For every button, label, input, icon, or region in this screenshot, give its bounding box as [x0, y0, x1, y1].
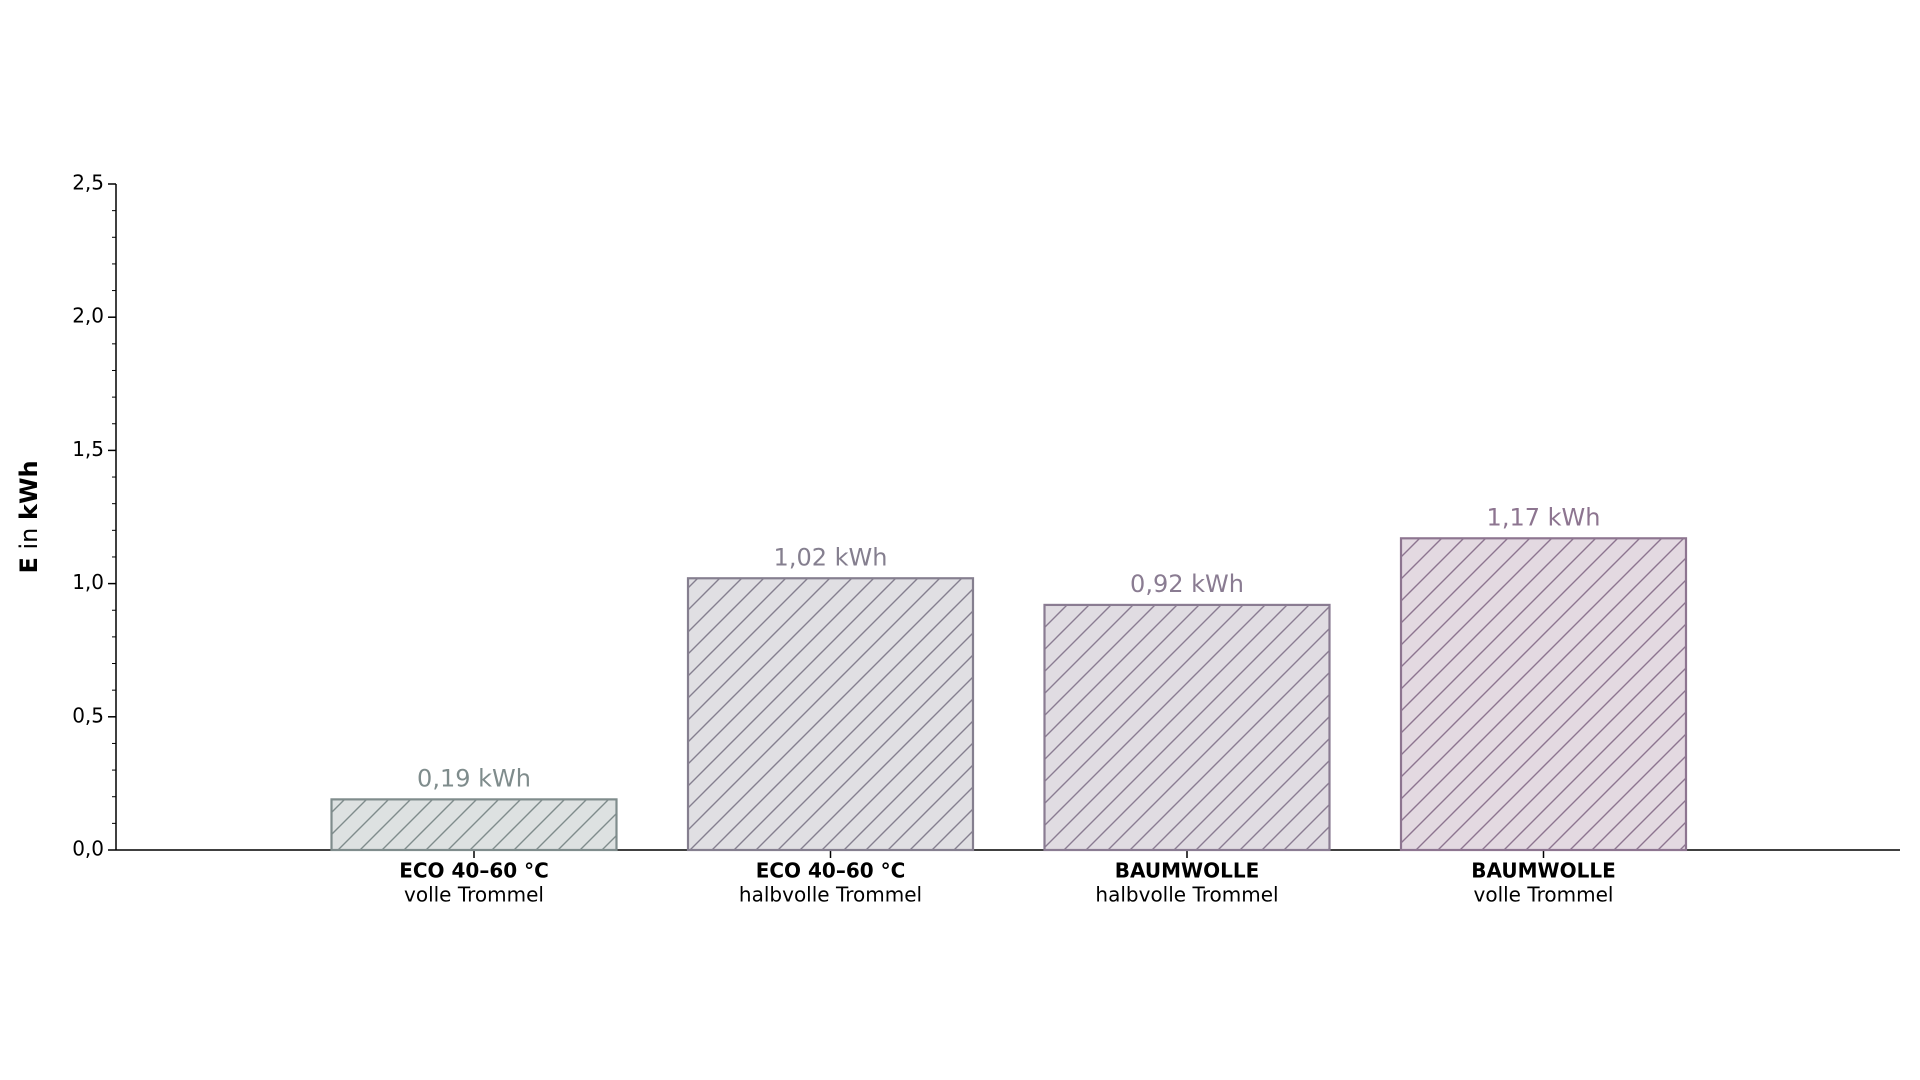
bar [1399, 537, 1688, 852]
y-tick-label: 0,0 [72, 837, 104, 861]
bar [1043, 603, 1331, 852]
y-tick-label: 1,5 [72, 437, 104, 461]
x-tick-sublabel: volle Trommel [404, 883, 544, 907]
y-tick-label: 2,0 [72, 304, 104, 328]
x-tick-label: ECO 40–60 °C [399, 859, 549, 883]
bar [330, 798, 618, 852]
x-tick-sublabel: volle Trommel [1474, 883, 1614, 907]
value-label: 0,19 kWh [417, 764, 531, 792]
y-axis-label: E in kWh [15, 460, 43, 573]
y-tick-label: 0,5 [72, 703, 104, 727]
y-label-unit: kWh [15, 460, 43, 520]
y-tick-label: 2,5 [72, 171, 104, 195]
x-tick-label: BAUMWOLLE [1115, 859, 1259, 883]
bar [686, 577, 975, 852]
value-label: 1,02 kWh [774, 543, 888, 571]
x-tick-sublabel: halbvolle Trommel [739, 883, 922, 907]
y-label-symbol: E [15, 557, 43, 573]
y-label-text: in [15, 528, 43, 550]
x-tick-sublabel: halbvolle Trommel [1095, 883, 1278, 907]
value-label: 0,92 kWh [1130, 570, 1244, 598]
value-label: 1,17 kWh [1487, 503, 1601, 531]
x-tick-label: BAUMWOLLE [1471, 859, 1615, 883]
x-tick-label: ECO 40–60 °C [756, 859, 906, 883]
y-tick-label: 1,0 [72, 570, 104, 594]
